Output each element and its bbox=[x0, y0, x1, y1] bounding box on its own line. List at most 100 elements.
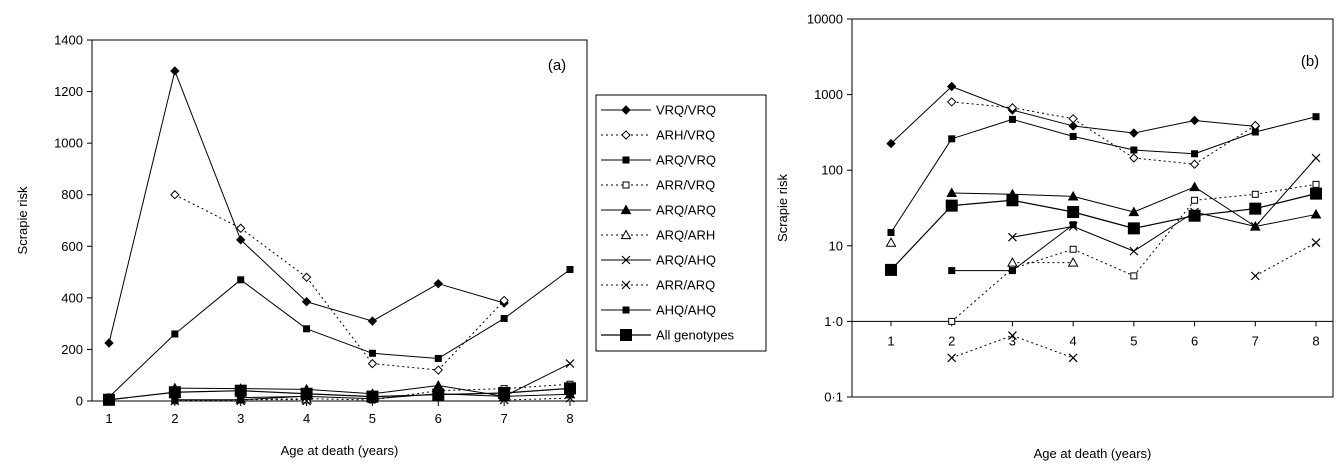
x-tick-label: 2 bbox=[171, 411, 178, 426]
line-segment-arq-arq bbox=[372, 385, 439, 395]
data-point-all-genotypes-a bbox=[234, 384, 247, 397]
y-tick-label: 800 bbox=[61, 187, 83, 202]
x-axis-label-a: Age at death (years) bbox=[281, 443, 399, 458]
line-segment-vrq-vrq bbox=[174, 70, 242, 241]
chart-panel-b: 0·1 1·0 10 100 1000 10000 1 2 3 4 5 6 7 8 Age at death… bbox=[775, 12, 1334, 461]
x-tick-label: 6 bbox=[435, 411, 442, 426]
y-tick-label: 0 bbox=[76, 394, 83, 409]
x-tick-label: 7 bbox=[1252, 333, 1259, 348]
x-tick-label: 4 bbox=[303, 411, 310, 426]
data-point-arh-vrq-b bbox=[1007, 103, 1018, 113]
line-segment-arq-vrq bbox=[951, 118, 1013, 140]
data-point-arh-vrq-a bbox=[367, 358, 378, 369]
legend-label: AHQ/AHQ bbox=[656, 303, 716, 318]
data-point-ahq-ahq-b bbox=[1069, 221, 1077, 229]
y-tick-label: 1000 bbox=[54, 136, 83, 151]
data-point-arq-vrq-b bbox=[1312, 113, 1320, 121]
line-segment-arq-arq bbox=[951, 192, 1013, 195]
data-point-all-genotypes-b bbox=[1067, 205, 1080, 218]
line-segment-arq-vrq bbox=[1012, 118, 1074, 137]
data-point-all-genotypes-a bbox=[103, 393, 115, 406]
data-point-arq-vrq-a bbox=[171, 330, 179, 338]
legend-marker bbox=[622, 306, 630, 314]
line-segment-arq-vrq bbox=[1133, 149, 1195, 155]
data-point-arq-arq-b bbox=[1189, 181, 1200, 192]
data-point-arq-arq-a bbox=[432, 379, 444, 390]
line-segment-arr-vrq bbox=[1194, 193, 1256, 201]
data-point-arq-vrq-a bbox=[303, 325, 311, 333]
line-segment-all-genotypes bbox=[1072, 211, 1135, 229]
series-arh-vrq bbox=[947, 97, 1260, 169]
legend-marker bbox=[620, 329, 632, 341]
legend-label: ARQ/ARQ bbox=[656, 203, 716, 218]
legend-item-arr-vrq: ARR/VRQ bbox=[601, 178, 715, 193]
series-arq-ahq bbox=[236, 359, 575, 404]
plot-frame-b bbox=[851, 18, 1334, 398]
line-segment-all-genotypes bbox=[1255, 193, 1317, 210]
line-segment-arh-vrq bbox=[1072, 118, 1135, 159]
data-point-arq-arq-b bbox=[1067, 190, 1079, 201]
data-point-arr-vrq-b bbox=[1251, 190, 1259, 198]
line-segment-arr-vrq bbox=[1255, 183, 1317, 195]
legend-label: ARQ/AHQ bbox=[656, 253, 716, 268]
x-tick-label: 5 bbox=[369, 411, 376, 426]
data-point-vrq-vrq-b bbox=[1129, 128, 1139, 138]
x-tick-label: 1 bbox=[887, 333, 894, 348]
line-segment-arq-arq bbox=[1012, 193, 1074, 197]
data-point-arh-vrq-b bbox=[1068, 113, 1078, 124]
data-point-all-genotypes-a bbox=[300, 387, 313, 400]
line-segment-arq-vrq bbox=[1073, 135, 1134, 151]
line-segment-arq-vrq bbox=[503, 269, 571, 319]
line-segment-arq-arq bbox=[504, 393, 571, 397]
legend-marker bbox=[621, 280, 631, 290]
data-point-vrq-vrq-b bbox=[1068, 121, 1078, 131]
line-segment-arr-arq bbox=[504, 397, 571, 401]
data-point-ahq-ahq-a bbox=[237, 396, 245, 404]
data-point-all-genotypes-a bbox=[168, 386, 181, 399]
series-arr-vrq bbox=[948, 180, 1320, 325]
line-segment-vrq-vrq bbox=[1133, 119, 1195, 134]
legend: VRQ/VRQ ARH/VRQ ARQ/VRQ ARR/VRQ ARQ/ARQ ARQ/A… bbox=[595, 94, 767, 352]
data-point-all-genotypes-b bbox=[885, 263, 897, 276]
line-segment-arr-arq bbox=[951, 335, 1013, 359]
data-point-arh-vrq-a bbox=[236, 223, 246, 233]
data-point-arq-arh-b bbox=[885, 237, 897, 247]
line-segment-arq-vrq bbox=[438, 318, 505, 359]
panel-label-b: (b) bbox=[1301, 53, 1319, 70]
line-segment-all-genotypes bbox=[504, 387, 571, 394]
data-point-arq-ahq-b bbox=[1129, 246, 1139, 256]
data-point-arq-arq-b bbox=[1128, 206, 1140, 217]
data-point-arq-ahq-a bbox=[565, 359, 575, 369]
series-ahq-ahq bbox=[948, 221, 1077, 275]
data-point-arh-vrq-b bbox=[947, 97, 957, 107]
legend-item-arq-vrq: ARQ/VRQ bbox=[601, 153, 716, 168]
line-segment-arq-arq bbox=[1194, 186, 1256, 227]
legend-item-arh-vrq: ARH/VRQ bbox=[601, 128, 715, 143]
line-segment-arq-arq bbox=[1255, 213, 1317, 227]
series-arq-arh bbox=[103, 392, 312, 404]
data-point-arh-vrq-a bbox=[499, 295, 509, 306]
plot-frame-a bbox=[91, 39, 588, 402]
data-point-arq-ahq-b bbox=[1008, 232, 1017, 242]
legend-label: ARR/ARQ bbox=[656, 278, 715, 293]
line-segment-arr-vrq bbox=[438, 388, 505, 392]
y-tick-label: 600 bbox=[61, 239, 83, 254]
y-tick-label: 1000 bbox=[814, 87, 843, 102]
data-point-arr-vrq-b bbox=[1069, 245, 1077, 253]
data-point-vrq-vrq-a bbox=[170, 66, 180, 76]
line-segment-arh-vrq bbox=[372, 363, 439, 371]
y-axis-label-a: Scrapie risk bbox=[15, 186, 30, 254]
line-segment-arr-vrq bbox=[1133, 199, 1195, 277]
data-point-arq-vrq-a bbox=[434, 354, 442, 362]
legend-item-arr-arq: ARR/ARQ bbox=[601, 278, 715, 293]
line-segment-vrq-vrq bbox=[1012, 109, 1074, 127]
line-segment-all-genotypes bbox=[1012, 199, 1074, 213]
legend-marker bbox=[621, 105, 631, 115]
line-segment-vrq-vrq bbox=[372, 283, 439, 322]
data-point-vrq-vrq-a bbox=[433, 278, 443, 289]
data-point-arq-arh-b bbox=[1007, 257, 1018, 267]
chart-panel-a: 0 200 400 600 800 1000 1200 1400 1 2 3 4 5 6 7 8 Age at … bbox=[15, 33, 588, 458]
x-tick-label: 8 bbox=[566, 411, 573, 426]
series-arq-ahq bbox=[1008, 153, 1321, 256]
